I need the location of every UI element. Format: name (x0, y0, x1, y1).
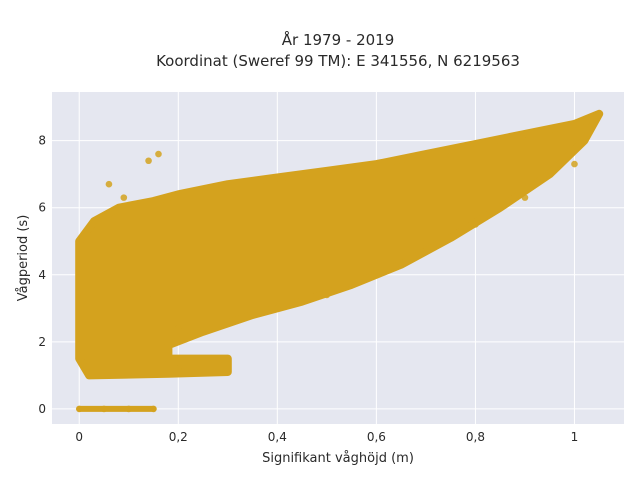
scatter-point (85, 234, 93, 242)
scatter-point (274, 305, 281, 312)
scatter-point (521, 194, 529, 201)
scatter-point (125, 405, 133, 413)
scatter-point (422, 247, 430, 255)
x-axis-title: Signifikant våghöjd (m) (262, 451, 414, 466)
chart-title: År 1979 - 2019 (282, 30, 395, 49)
y-axis-title: Vågperiod (s) (16, 215, 31, 302)
scatter-point (100, 405, 108, 413)
scatter-point (120, 194, 128, 201)
y-tick-label: 4 (38, 268, 46, 282)
scatter-point (571, 120, 578, 128)
scatter-point (373, 271, 380, 279)
scatter-point (224, 180, 232, 188)
x-tick-label: 0 (75, 430, 83, 444)
scatter-point (75, 268, 83, 275)
scatter-point (75, 351, 83, 359)
y-tick-label: 8 (38, 134, 46, 148)
scatter-point (472, 140, 479, 148)
scatter-point (571, 160, 578, 168)
scatter-point (224, 318, 232, 326)
scatter-point (145, 157, 152, 165)
x-tick-label: 0,8 (466, 430, 485, 444)
scatter-point (95, 217, 103, 225)
scatter-point (75, 294, 83, 302)
scatter-point (75, 405, 83, 413)
y-tick-label: 6 (38, 201, 46, 215)
scatter-point (125, 368, 133, 376)
scatter-point (274, 174, 281, 181)
y-axis-ticks: 0 2 4 6 8 (38, 134, 46, 416)
scatter-point (521, 130, 529, 138)
x-tick-label: 1 (571, 430, 579, 444)
x-tick-label: 0,2 (169, 430, 188, 444)
scatter-point (323, 167, 331, 175)
y-tick-label: 2 (38, 335, 46, 349)
scatter-point (323, 291, 331, 299)
scatter-point (174, 365, 182, 372)
scatter-point (75, 328, 83, 336)
scatter-points (75, 110, 603, 413)
x-axis-ticks: 0 0,2 0,4 0,6 0,8 1 (75, 430, 578, 444)
x-tick-label: 0,6 (367, 430, 386, 444)
scatter-point (174, 190, 182, 198)
scatter-point (105, 180, 113, 188)
x-tick-label: 0,4 (268, 430, 287, 444)
scatter-point (595, 110, 603, 118)
scatter-point (155, 150, 162, 158)
scatter-point (75, 241, 83, 248)
scatter-point (150, 405, 157, 413)
chart-subtitle: Koordinat (Sweref 99 TM): E 341556, N 62… (156, 52, 520, 70)
scatter-point (472, 221, 479, 228)
scatter-point (174, 325, 182, 332)
scatter-point (224, 365, 232, 372)
scatter-point (150, 291, 157, 299)
scatter-point (373, 160, 380, 168)
scatter-point (422, 150, 430, 158)
y-tick-label: 0 (38, 402, 46, 416)
